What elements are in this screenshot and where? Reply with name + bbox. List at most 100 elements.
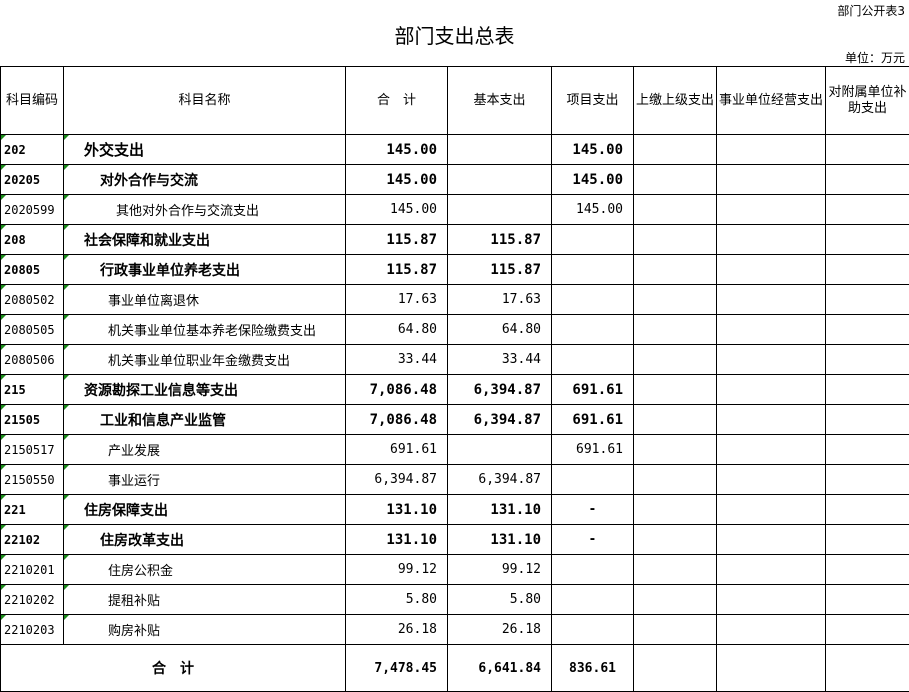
project-amount[interactable]: [551, 584, 634, 615]
subject-name[interactable]: 外交支出: [63, 134, 346, 165]
subsidy-amount[interactable]: [825, 554, 909, 585]
upper-amount[interactable]: [633, 374, 717, 405]
basic-amount[interactable]: 99.12: [447, 554, 552, 585]
business-amount[interactable]: [716, 374, 826, 405]
business-amount[interactable]: [716, 254, 826, 285]
total-amount[interactable]: 691.61: [345, 434, 448, 465]
subject-name[interactable]: 住房改革支出: [63, 524, 346, 555]
subject-code[interactable]: 22102: [0, 524, 64, 555]
upper-amount[interactable]: [633, 224, 717, 255]
project-amount[interactable]: -: [551, 494, 634, 525]
subject-name[interactable]: 事业单位离退休: [63, 284, 346, 315]
subject-name[interactable]: 工业和信息产业监管: [63, 404, 346, 435]
total-amount[interactable]: 99.12: [345, 554, 448, 585]
subject-name[interactable]: 社会保障和就业支出: [63, 224, 346, 255]
upper-amount[interactable]: [633, 584, 717, 615]
subject-name[interactable]: 提租补贴: [63, 584, 346, 615]
subject-name[interactable]: 行政事业单位养老支出: [63, 254, 346, 285]
upper-amount[interactable]: [633, 494, 717, 525]
subject-name[interactable]: 住房公积金: [63, 554, 346, 585]
business-amount[interactable]: [716, 554, 826, 585]
total-amount[interactable]: 145.00: [345, 194, 448, 225]
project-amount[interactable]: 145.00: [551, 164, 634, 195]
subsidy-amount[interactable]: [825, 374, 909, 405]
subject-code[interactable]: 2210201: [0, 554, 64, 585]
business-amount[interactable]: [716, 284, 826, 315]
subsidy-amount[interactable]: [825, 134, 909, 165]
subject-code[interactable]: 208: [0, 224, 64, 255]
upper-amount[interactable]: [633, 404, 717, 435]
basic-amount[interactable]: [447, 194, 552, 225]
subject-code[interactable]: 2080502: [0, 284, 64, 315]
business-amount[interactable]: [716, 344, 826, 375]
subject-code[interactable]: 215: [0, 374, 64, 405]
basic-amount[interactable]: 131.10: [447, 494, 552, 525]
subsidy-amount[interactable]: [825, 494, 909, 525]
subject-code[interactable]: 202: [0, 134, 64, 165]
subsidy-amount[interactable]: [825, 194, 909, 225]
basic-amount[interactable]: 115.87: [447, 224, 552, 255]
subsidy-amount[interactable]: [825, 404, 909, 435]
project-amount[interactable]: [551, 554, 634, 585]
project-amount[interactable]: 145.00: [551, 134, 634, 165]
basic-amount[interactable]: 115.87: [447, 254, 552, 285]
subject-code[interactable]: 2150550: [0, 464, 64, 495]
upper-amount[interactable]: [633, 464, 717, 495]
subject-name[interactable]: 机关事业单位基本养老保险缴费支出: [63, 314, 346, 345]
upper-amount[interactable]: [633, 134, 717, 165]
project-amount[interactable]: [551, 614, 634, 645]
subject-code[interactable]: 2020599: [0, 194, 64, 225]
total-amount[interactable]: 33.44: [345, 344, 448, 375]
subsidy-amount[interactable]: [825, 284, 909, 315]
subject-code[interactable]: 21505: [0, 404, 64, 435]
upper-amount[interactable]: [633, 614, 717, 645]
subsidy-amount[interactable]: [825, 224, 909, 255]
basic-amount[interactable]: 26.18: [447, 614, 552, 645]
subsidy-amount[interactable]: [825, 314, 909, 345]
project-amount[interactable]: -: [551, 524, 634, 555]
upper-amount[interactable]: [633, 344, 717, 375]
business-amount[interactable]: [716, 584, 826, 615]
subject-code[interactable]: 2210203: [0, 614, 64, 645]
basic-amount[interactable]: 64.80: [447, 314, 552, 345]
project-amount[interactable]: 145.00: [551, 194, 634, 225]
business-amount[interactable]: [716, 494, 826, 525]
business-amount[interactable]: [716, 614, 826, 645]
project-amount[interactable]: 691.61: [551, 434, 634, 465]
subject-name[interactable]: 资源勘探工业信息等支出: [63, 374, 346, 405]
subject-name[interactable]: 对外合作与交流: [63, 164, 346, 195]
business-amount[interactable]: [716, 524, 826, 555]
upper-amount[interactable]: [633, 434, 717, 465]
total-amount[interactable]: 7,086.48: [345, 374, 448, 405]
upper-amount[interactable]: [633, 284, 717, 315]
project-amount[interactable]: [551, 314, 634, 345]
upper-amount[interactable]: [633, 164, 717, 195]
subsidy-amount[interactable]: [825, 524, 909, 555]
basic-amount[interactable]: 6,394.87: [447, 404, 552, 435]
project-amount[interactable]: [551, 254, 634, 285]
subject-name[interactable]: 购房补贴: [63, 614, 346, 645]
total-amount[interactable]: 131.10: [345, 494, 448, 525]
subject-name[interactable]: 产业发展: [63, 434, 346, 465]
business-amount[interactable]: [716, 404, 826, 435]
upper-amount[interactable]: [633, 314, 717, 345]
basic-amount[interactable]: 6,394.87: [447, 464, 552, 495]
subject-code[interactable]: 2080505: [0, 314, 64, 345]
upper-amount[interactable]: [633, 254, 717, 285]
total-amount[interactable]: 131.10: [345, 524, 448, 555]
basic-amount[interactable]: 5.80: [447, 584, 552, 615]
business-amount[interactable]: [716, 134, 826, 165]
total-amount[interactable]: 6,394.87: [345, 464, 448, 495]
subject-code[interactable]: 2210202: [0, 584, 64, 615]
subsidy-amount[interactable]: [825, 164, 909, 195]
subsidy-amount[interactable]: [825, 614, 909, 645]
upper-amount[interactable]: [633, 554, 717, 585]
subject-name[interactable]: 住房保障支出: [63, 494, 346, 525]
basic-amount[interactable]: [447, 434, 552, 465]
total-amount[interactable]: 145.00: [345, 164, 448, 195]
basic-amount[interactable]: 131.10: [447, 524, 552, 555]
business-amount[interactable]: [716, 314, 826, 345]
basic-amount[interactable]: 17.63: [447, 284, 552, 315]
upper-amount[interactable]: [633, 194, 717, 225]
basic-amount[interactable]: 33.44: [447, 344, 552, 375]
